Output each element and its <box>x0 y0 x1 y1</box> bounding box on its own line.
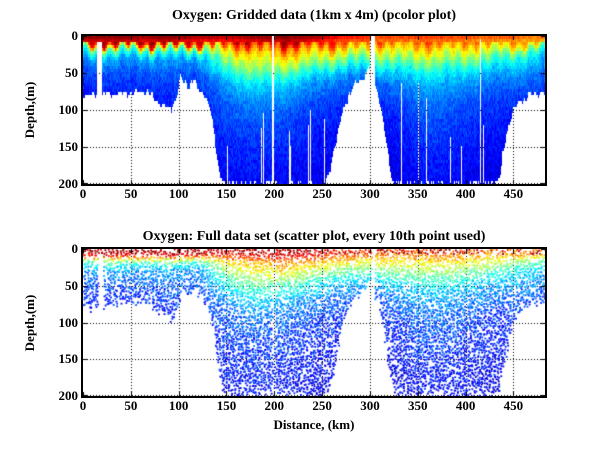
x-tick-label: 400 <box>455 186 476 201</box>
scatter-plot-title: Oxygen: Full data set (scatter plot, eve… <box>142 229 486 244</box>
x-tick-label: 250 <box>312 186 332 201</box>
x-tick-label: 300 <box>360 398 380 413</box>
y-tick-label: 100 <box>58 314 79 330</box>
x-tick-label: 200 <box>264 398 285 413</box>
x-tick-label: 150 <box>216 186 237 201</box>
y-tick-label: 150 <box>58 139 79 154</box>
x-tick-label: 100 <box>168 186 189 201</box>
scatter-plot-canvas <box>81 247 547 398</box>
x-tick-label: 450 <box>503 186 524 201</box>
y-tick-label: 200 <box>58 388 79 403</box>
y-tick-label: 50 <box>65 277 78 293</box>
x-tick-label: 50 <box>124 398 138 413</box>
x-tick-label: 0 <box>79 186 87 201</box>
y-axis-label-top: Depth,(m) <box>22 81 37 139</box>
y-tick-label: 0 <box>71 241 79 256</box>
y-tick-label: 50 <box>65 65 78 80</box>
x-tick-label: 400 <box>455 398 476 413</box>
y-tick-label: 150 <box>58 351 79 367</box>
y-tick-label: 100 <box>58 102 79 117</box>
pcolor-plot-title: Oxygen: Gridded data (1km x 4m) (pcolor … <box>171 8 456 23</box>
pcolor-plot-canvas <box>81 34 547 186</box>
x-tick-label: 300 <box>360 186 380 201</box>
y-tick-label: 200 <box>58 176 79 191</box>
x-axis-label: Distance, (km) <box>273 417 355 432</box>
x-tick-label: 350 <box>408 398 428 413</box>
x-tick-label: 50 <box>124 186 138 201</box>
x-tick-label: 450 <box>503 398 524 413</box>
x-tick-label: 350 <box>408 186 428 201</box>
x-tick-label: 100 <box>168 398 189 413</box>
y-tick-label: 0 <box>71 28 79 43</box>
y-axis-label-bottom: Depth,(m) <box>22 294 37 351</box>
x-tick-label: 0 <box>79 398 87 413</box>
x-tick-label: 250 <box>312 398 332 413</box>
x-tick-label: 150 <box>216 398 237 413</box>
x-tick-label: 200 <box>264 186 285 201</box>
